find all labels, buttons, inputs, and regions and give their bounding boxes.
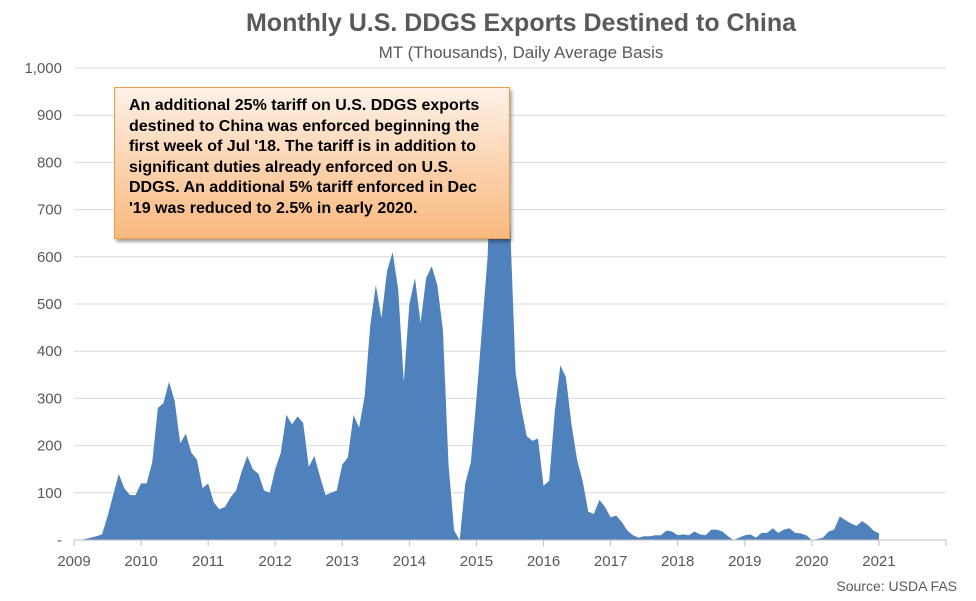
x-axis: 2009 2010 2011 2012 2013 2014 2015 2016 2017 2018…: [57, 539, 947, 570]
x-tick-label: 2010: [124, 553, 157, 570]
y-tick-label: 600: [37, 249, 62, 266]
y-tick-label: -: [57, 532, 62, 549]
y-tick-label: 300: [37, 390, 62, 407]
x-tick-label: 2017: [594, 553, 627, 570]
x-tick-label: 2016: [527, 553, 560, 570]
source-note: Source: USDA FAS: [836, 578, 957, 594]
x-tick-label: 2020: [795, 553, 828, 570]
series-area: [74, 98, 879, 541]
y-tick-label: 200: [37, 438, 62, 455]
annotation-text: An additional 25% tariff on U.S. DDGS ex…: [129, 97, 480, 217]
y-tick-label: 900: [37, 107, 62, 124]
x-tick-label: 2015: [460, 553, 493, 570]
y-axis: - 100 200 300 400 500 600 700 800 900 1,000: [24, 60, 62, 549]
tariff-annotation-box: An additional 25% tariff on U.S. DDGS ex…: [114, 87, 510, 239]
x-tick-label: 2013: [326, 553, 359, 570]
x-tick-label: 2011: [192, 553, 224, 570]
y-tick-label: 100: [37, 485, 62, 502]
x-tick-label: 2018: [661, 553, 694, 570]
chart-subtitle: MT (Thousands), Daily Average Basis: [379, 43, 664, 62]
x-tick-label: 2021: [862, 553, 895, 570]
x-tick-label: 2014: [393, 553, 426, 570]
y-tick-label: 500: [37, 296, 62, 313]
plot-area: [74, 98, 879, 541]
y-tick-label: 1,000: [24, 60, 62, 77]
x-tick-label: 2019: [728, 553, 761, 570]
x-tick-label: 2012: [259, 553, 292, 570]
y-tick-label: 400: [37, 343, 62, 360]
y-tick-label: 800: [37, 154, 62, 171]
chart-title: Monthly U.S. DDGS Exports Destined to Ch…: [246, 9, 797, 37]
y-tick-label: 700: [37, 202, 62, 219]
x-tick-label: 2009: [57, 553, 90, 570]
